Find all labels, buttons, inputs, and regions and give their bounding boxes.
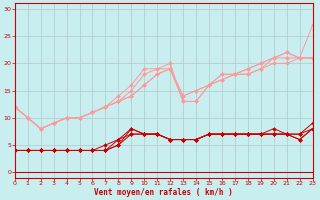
- X-axis label: Vent moyen/en rafales ( km/h ): Vent moyen/en rafales ( km/h ): [94, 188, 233, 197]
